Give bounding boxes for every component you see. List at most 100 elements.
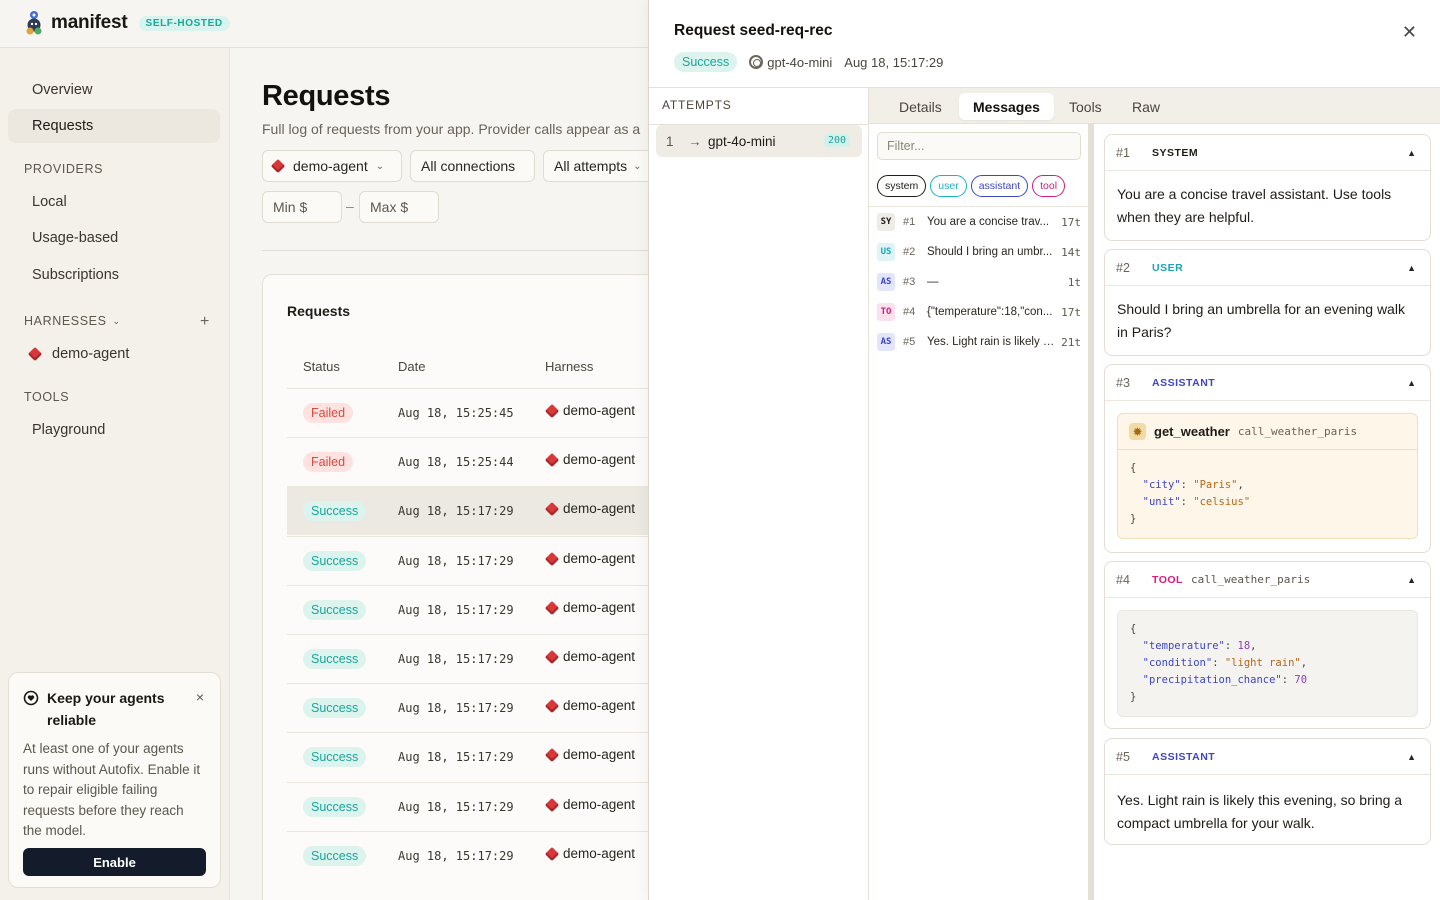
connections-filter-select[interactable]: All connections [410, 150, 535, 182]
role-label: USER [1152, 261, 1184, 274]
request-date: Aug 18, 15:25:44 [398, 455, 514, 469]
sidebar-item-usage-based[interactable]: Usage-based [8, 221, 220, 255]
message-card-header[interactable]: #5 ASSISTANT ▲ [1105, 739, 1430, 775]
message-list-item[interactable]: SY #1 You are a concise trav... 17t [877, 211, 1081, 233]
divider [649, 124, 869, 125]
min-cost-input[interactable]: Min $ [262, 191, 342, 223]
sidebar-item-playground[interactable]: Playground [8, 413, 220, 447]
table-row[interactable]: Success Aug 18, 15:17:29 demo-agent [287, 486, 649, 535]
attempts-panel: ATTEMPTS 1 → gpt-4o-mini 200 [649, 88, 869, 900]
tools-heading: TOOLS [24, 390, 70, 404]
chip-system[interactable]: system [877, 175, 927, 197]
message-card-header[interactable]: #2 USER ▲ [1105, 250, 1430, 286]
card-title: Requests [287, 303, 351, 319]
harness-filter-select[interactable]: demo-agent ⌄ [262, 150, 402, 182]
message-number: #5 [903, 336, 916, 348]
max-cost-input[interactable]: Max $ [359, 191, 439, 223]
pane-resize-handle[interactable] [1089, 124, 1094, 900]
column-header-status[interactable]: Status [303, 359, 340, 374]
table-row[interactable]: Success Aug 18, 15:17:29 demo-agent [287, 732, 649, 781]
table-row[interactable]: Success Aug 18, 15:17:29 demo-agent [287, 683, 649, 732]
token-count: 21t [1061, 335, 1081, 349]
chip-user[interactable]: user [930, 175, 967, 197]
self-hosted-badge: SELF-HOSTED [138, 15, 230, 31]
harnesses-heading[interactable]: HARNESSES ⌄ [24, 314, 121, 328]
token-count: 1t [1067, 275, 1081, 289]
tab-raw[interactable]: Raw [1132, 98, 1161, 115]
harness-cell: demo-agent [544, 797, 635, 812]
table-row[interactable]: Failed Aug 18, 15:25:44 demo-agent [287, 437, 649, 486]
providers-heading: PROVIDERS [24, 162, 104, 176]
message-text: Yes. Light rain is likely this evening, … [1117, 792, 1403, 831]
table-row[interactable]: Failed Aug 18, 15:25:45 demo-agent [287, 388, 649, 437]
sidebar-item-local[interactable]: Local [8, 185, 220, 219]
message-list-item[interactable]: US #2 Should I bring an umbr... 14t [877, 241, 1081, 263]
close-icon[interactable]: × [195, 689, 204, 705]
tool-arguments-code: { "city": "Paris", "unit": "celsius" } [1130, 462, 1251, 525]
chip-tool[interactable]: tool [1032, 175, 1066, 197]
status-badge: Success [303, 649, 367, 669]
enable-autofix-button[interactable]: Enable [23, 848, 206, 876]
sidebar-item-subscriptions[interactable]: Subscriptions [8, 258, 220, 292]
divider [869, 206, 1089, 207]
request-date: Aug 18, 15:17:29 [398, 554, 514, 568]
chip-assistant[interactable]: assistant [970, 175, 1029, 197]
app-name: manifest [51, 12, 128, 33]
harness-gem-icon [544, 551, 560, 566]
attempt-index: 1 [666, 133, 674, 149]
attempts-filter-select[interactable]: All attempts ⌄ [543, 150, 648, 182]
table-row[interactable]: Success Aug 18, 15:17:29 demo-agent [287, 585, 649, 634]
message-list-item[interactable]: AS #3 — 1t [877, 271, 1081, 293]
table-row[interactable]: Success Aug 18, 15:17:29 demo-agent [287, 782, 649, 831]
status-badge: Failed [303, 403, 354, 423]
collapse-caret-icon[interactable]: ▲ [1407, 751, 1416, 762]
message-card-header[interactable]: #1 SYSTEM ▲ [1105, 135, 1430, 171]
table-row[interactable]: Success Aug 18, 15:17:29 demo-agent [287, 831, 649, 880]
column-header-date[interactable]: Date [398, 359, 426, 374]
sidebar-item-overview[interactable]: Overview [8, 73, 220, 107]
sidebar-item-demo-agent[interactable]: demo-agent [8, 337, 220, 371]
sidebar-item-label: Usage-based [32, 230, 119, 246]
status-badge: Success [674, 52, 738, 72]
chevron-down-icon: ⌄ [375, 160, 385, 172]
drawer-header: Request seed-req-rec ✕ Success gpt-4o-mi… [649, 0, 1440, 88]
message-filter-input[interactable]: Filter... [877, 132, 1081, 160]
harness-cell: demo-agent [544, 649, 635, 664]
collapse-caret-icon[interactable]: ▲ [1407, 574, 1416, 585]
sidebar-item-label: Subscriptions [32, 267, 120, 283]
sidebar-item-label: Playground [32, 422, 106, 438]
tab-tools[interactable]: Tools [1069, 98, 1102, 115]
harness-gem-icon [544, 403, 560, 418]
harness-cell: demo-agent [544, 747, 635, 762]
harness-gem-icon [544, 698, 560, 713]
harness-gem-icon [544, 600, 560, 615]
tab-messages[interactable]: Messages [959, 93, 1054, 120]
collapse-caret-icon[interactable]: ▲ [1407, 147, 1416, 158]
sidebar-item-label: Requests [32, 118, 94, 134]
model-name: gpt-4o-mini [767, 54, 833, 70]
collapse-caret-icon[interactable]: ▲ [1407, 377, 1416, 388]
add-harness-button[interactable]: + [200, 313, 210, 330]
role-label: ASSISTANT [1152, 750, 1216, 763]
attempt-row[interactable]: 1 → gpt-4o-mini 200 [656, 125, 862, 157]
message-list-item[interactable]: TO #4 {"temperature":18,"con... 17t [877, 301, 1081, 323]
message-card-header[interactable]: #4 TOOL call_weather_paris ▲ [1105, 562, 1430, 598]
message-card: #5 ASSISTANT ▲ Yes. Light rain is likely… [1104, 738, 1431, 845]
message-preview: Yes. Light rain is likely t... [927, 336, 1056, 348]
message-card-header[interactable]: #3 ASSISTANT ▲ [1105, 365, 1430, 401]
message-list-item[interactable]: AS #5 Yes. Light rain is likely t... 21t [877, 331, 1081, 353]
column-header-harness[interactable]: Harness [545, 359, 594, 374]
sidebar-item-requests[interactable]: Requests [8, 109, 220, 143]
harness-cell: demo-agent [544, 452, 635, 467]
tab-details[interactable]: Details [899, 98, 942, 115]
table-row[interactable]: Success Aug 18, 15:17:29 demo-agent [287, 634, 649, 683]
collapse-caret-icon[interactable]: ▲ [1407, 262, 1416, 273]
table-row[interactable]: Success Aug 18, 15:17:29 demo-agent [287, 536, 649, 585]
role-label: ASSISTANT [1152, 376, 1216, 389]
status-badge: Success [303, 501, 367, 521]
token-count: 14t [1061, 245, 1081, 259]
app-logo[interactable]: manifest SELF-HOSTED [24, 10, 230, 36]
close-icon[interactable]: ✕ [1401, 22, 1417, 42]
role-tag: TO [877, 303, 895, 321]
sidebar-item-label: Overview [32, 82, 93, 98]
